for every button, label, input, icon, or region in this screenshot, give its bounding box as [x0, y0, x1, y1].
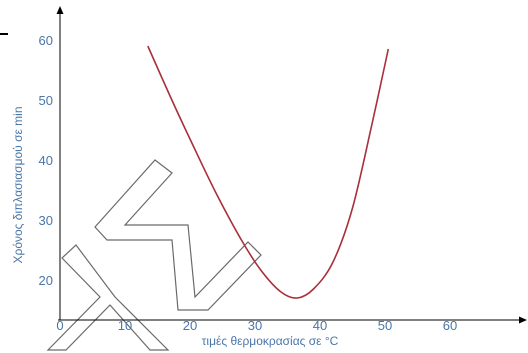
axes	[0, 6, 527, 324]
y-tick-label: 20	[39, 273, 53, 288]
x-tick-label: 10	[118, 318, 132, 333]
x-axis-title: τιμές θερμοκρασίας σε °C	[202, 334, 339, 348]
x-tick-label: 40	[313, 318, 327, 333]
series-line	[147, 45, 390, 299]
y-tick-label: 40	[39, 153, 53, 168]
y-tick-label: 50	[39, 93, 53, 108]
x-tick-label: 30	[248, 318, 262, 333]
y-axis-arrow	[56, 6, 64, 14]
y-tick-labels: 20 30 40 50 60	[39, 33, 53, 288]
x-tick-label: 50	[378, 318, 392, 333]
watermark-outline	[46, 159, 262, 351]
x-tick-labels: 0 10 20 30 40 50 60	[56, 318, 457, 333]
y-axis-title: Χρόνος διπλασιασμού σε min	[11, 106, 25, 263]
x-tick-label: 0	[56, 318, 63, 333]
x-tick-label: 20	[183, 318, 197, 333]
y-tick-label: 60	[39, 33, 53, 48]
x-tick-label: 60	[443, 318, 457, 333]
x-axis-arrow	[519, 316, 527, 324]
y-tick-label: 30	[39, 213, 53, 228]
